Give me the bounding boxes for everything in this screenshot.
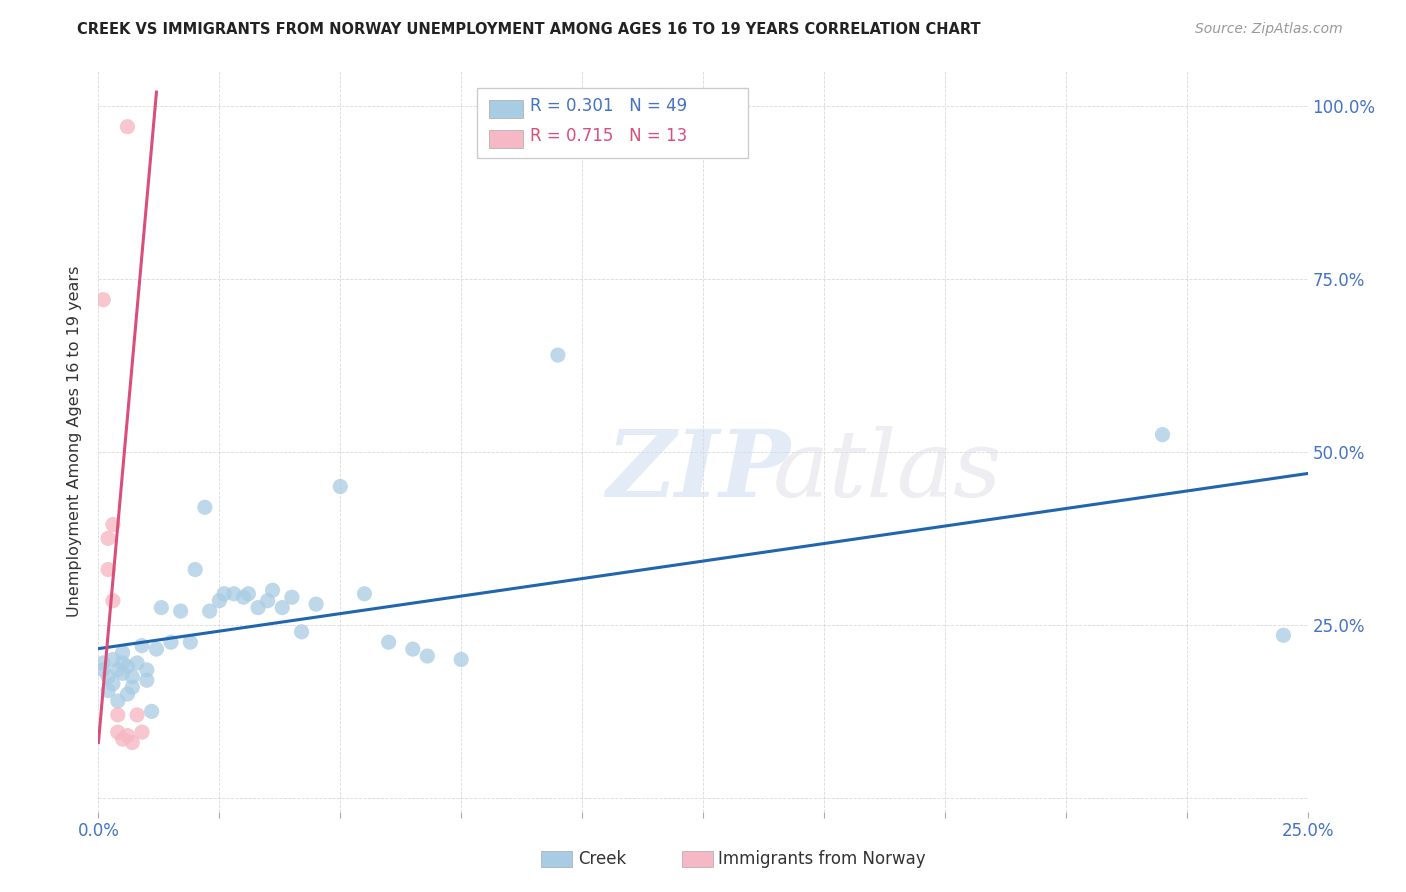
Point [329,479,352,493]
Point [107,663,129,677]
Text: Source: ZipAtlas.com: Source: ZipAtlas.com [1195,22,1343,37]
Point [107,707,129,722]
Point [194,500,217,515]
Point [91,663,114,677]
Point [232,591,254,605]
FancyBboxPatch shape [489,130,523,147]
Point [117,659,139,673]
Point [271,600,294,615]
Point [107,725,129,739]
Point [97,683,120,698]
Point [135,673,157,688]
Point [262,583,284,598]
Point [377,635,399,649]
Point [169,604,191,618]
Point [117,687,139,701]
Point [101,517,124,532]
Point [135,663,157,677]
Point [353,587,375,601]
Point [97,532,120,546]
Point [131,639,153,653]
Point [127,707,149,722]
Point [1152,427,1174,442]
Point [416,648,439,663]
Text: ZIP: ZIP [606,426,790,516]
Point [145,642,167,657]
Point [111,656,134,670]
Point [117,729,139,743]
Point [121,670,143,684]
Point [247,600,270,615]
Point [101,676,124,690]
Text: R = 0.301   N = 49: R = 0.301 N = 49 [530,97,688,115]
Point [256,593,278,607]
Point [1272,628,1295,642]
Point [111,732,134,747]
Point [97,670,120,684]
Point [281,591,304,605]
Point [179,635,201,649]
Point [450,652,472,666]
Point [91,293,114,307]
Point [198,604,221,618]
Text: CREEK VS IMMIGRANTS FROM NORWAY UNEMPLOYMENT AMONG AGES 16 TO 19 YEARS CORRELATI: CREEK VS IMMIGRANTS FROM NORWAY UNEMPLOY… [77,22,981,37]
Point [238,587,260,601]
Point [547,348,569,362]
FancyBboxPatch shape [489,100,523,118]
Point [184,563,207,577]
Point [160,635,183,649]
FancyBboxPatch shape [477,88,748,158]
Point [101,593,124,607]
Y-axis label: Unemployment Among Ages 16 to 19 years: Unemployment Among Ages 16 to 19 years [67,266,83,617]
Point [121,680,143,694]
Point [97,563,120,577]
Point [131,725,153,739]
Point [212,587,235,601]
Point [101,652,124,666]
Point [208,593,231,607]
Point [111,646,134,660]
Text: Creek: Creek [578,850,626,868]
Text: R = 0.715   N = 13: R = 0.715 N = 13 [530,127,688,145]
Point [91,656,114,670]
Point [290,624,312,639]
Text: atlas: atlas [773,426,1002,516]
Point [107,694,129,708]
Text: Immigrants from Norway: Immigrants from Norway [718,850,927,868]
Point [111,666,134,681]
Point [402,642,425,657]
Point [141,705,163,719]
Point [150,600,173,615]
Point [121,735,143,749]
Point [305,597,328,611]
Point [117,120,139,134]
Point [127,656,149,670]
Point [222,587,245,601]
